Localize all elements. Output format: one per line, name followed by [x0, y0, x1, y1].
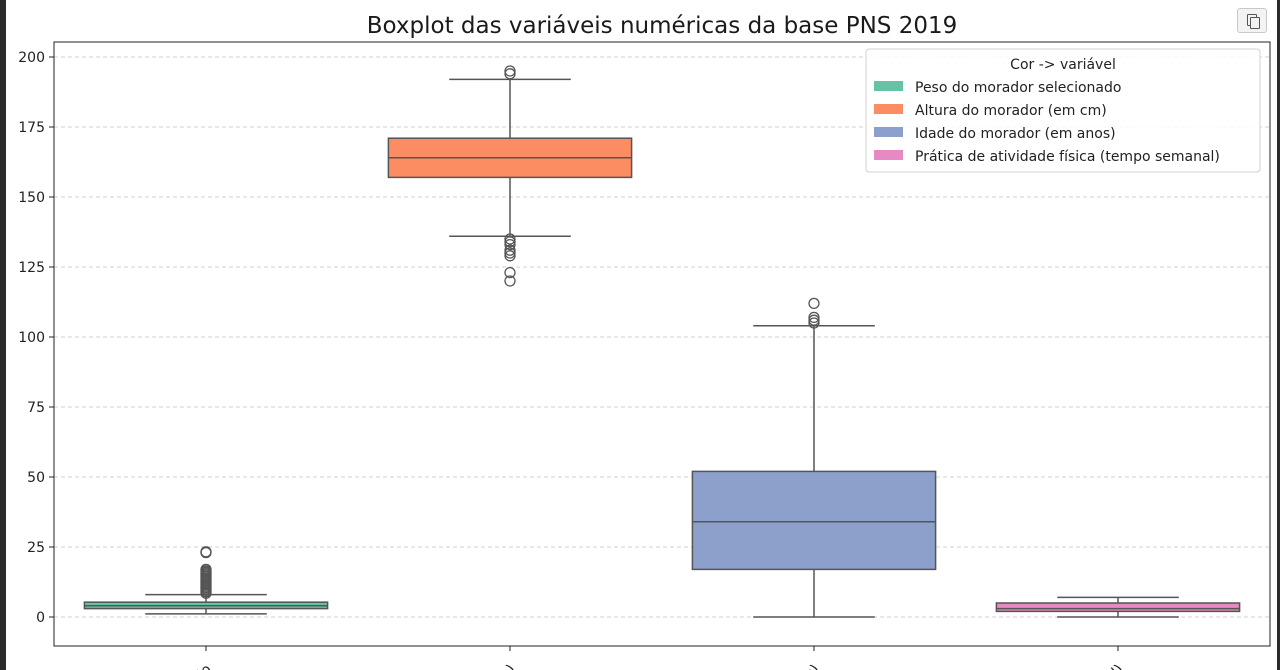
- copy-output-button[interactable]: [1237, 8, 1267, 33]
- legend-entry-atividade: Prática de atividade física (tempo seman…: [915, 149, 1220, 165]
- copy-icon-front: [1250, 17, 1260, 29]
- outlier-point: [504, 238, 516, 251]
- window-border-right: [1277, 0, 1280, 670]
- outlier-point: [200, 546, 212, 558]
- legend-title: Cor -> variável: [1010, 57, 1116, 73]
- boxes: [83, 65, 1241, 618]
- outlier-point: [504, 250, 516, 262]
- legend: Cor -> variável Peso do morador selecion…: [865, 48, 1261, 173]
- outlier-point: [808, 317, 820, 329]
- legend-entry-peso: Peso do morador selecionado: [915, 80, 1121, 96]
- y-tick-label: 75: [27, 400, 45, 416]
- y-tick-label: 50: [27, 470, 45, 486]
- legend-entry-altura: Altura do morador (em cm): [915, 103, 1107, 119]
- legend-swatch-altura: [874, 104, 903, 114]
- y-tick-label: 100: [18, 330, 45, 346]
- chart-title: Boxplot das variáveis numéricas da base …: [367, 13, 957, 39]
- legend-frame: [865, 48, 1261, 173]
- outlier-point: [504, 275, 516, 287]
- legend-entry-idade: Idade do morador (em anos): [915, 126, 1116, 142]
- outlier-point: [504, 68, 516, 80]
- outlier-point: [504, 236, 516, 248]
- outlier-point: [504, 233, 516, 245]
- outlier-point: [808, 314, 820, 326]
- legend-swatch-atividade: [874, 150, 903, 160]
- box-iqr: [691, 470, 937, 571]
- y-axis-ticks: 0 25 50 75 100 125 150 175 200: [18, 50, 54, 626]
- x-axis-ticks: ado m) os) nal): [185, 646, 1127, 670]
- x-tick-label: nal): [1097, 662, 1127, 670]
- window-border-left: [0, 0, 6, 670]
- x-tick-label: ado: [185, 662, 215, 670]
- y-tick-label: 175: [18, 120, 45, 136]
- plot-area-frame: [53, 41, 1271, 647]
- outlier-point: [504, 266, 516, 279]
- outlier-point: [504, 247, 516, 259]
- y-tick-label: 150: [18, 190, 45, 206]
- y-tick-label: 0: [36, 610, 45, 626]
- y-tick-label: 25: [27, 540, 45, 556]
- legend-swatch-peso: [874, 81, 903, 91]
- outlier-point: [200, 563, 212, 576]
- outlier-point: [504, 244, 516, 256]
- x-tick-label: os): [796, 662, 822, 670]
- box-iqr: [995, 602, 1241, 613]
- outlier-point: [808, 311, 820, 324]
- x-tick-label: m): [494, 662, 519, 670]
- legend-swatch-idade: [874, 127, 903, 137]
- outlier-point: [808, 297, 820, 310]
- outlier-point: [504, 65, 516, 77]
- y-tick-label: 125: [18, 260, 45, 276]
- y-tick-label: 200: [18, 50, 45, 66]
